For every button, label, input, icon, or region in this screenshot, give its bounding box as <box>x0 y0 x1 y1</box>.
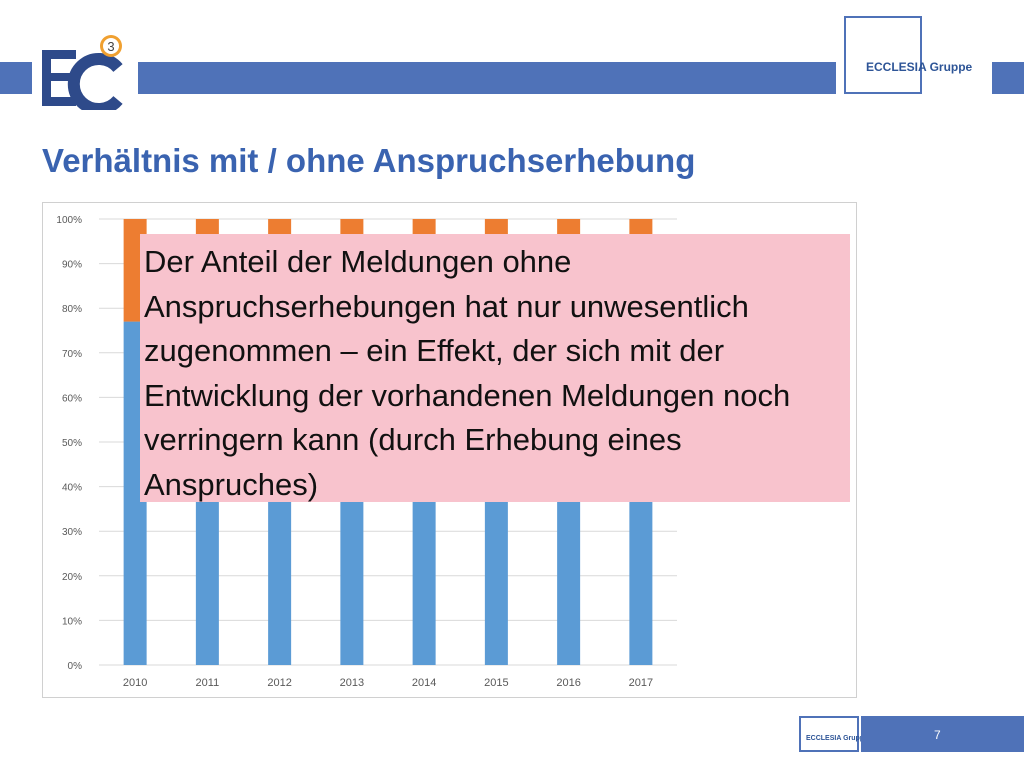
y-tick-label: 90% <box>62 260 82 271</box>
y-tick-label: 0% <box>68 661 83 672</box>
page-number: 7 <box>934 728 941 742</box>
y-tick-label: 70% <box>62 349 82 360</box>
x-tick-label: 2015 <box>484 677 508 689</box>
slide-title: Verhältnis mit / ohne Anspruchserhebung <box>42 142 696 179</box>
y-tick-label: 60% <box>62 393 82 404</box>
logo-badge-number: 3 <box>107 39 114 54</box>
x-tick-label: 2010 <box>123 677 147 689</box>
y-tick-label: 30% <box>62 527 82 538</box>
bar-segment <box>195 219 219 237</box>
ec3-logo: 3 <box>42 35 123 110</box>
y-tick-label: 100% <box>56 215 82 226</box>
brand-name: ECCLESIA Gruppe <box>866 60 973 74</box>
y-tick-label: 20% <box>62 572 82 583</box>
bar-segment <box>629 219 653 237</box>
x-tick-label: 2017 <box>629 677 653 689</box>
x-tick-label: 2011 <box>196 677 220 689</box>
header-band-left <box>0 62 32 94</box>
x-tick-label: 2012 <box>267 677 291 689</box>
y-tick-label: 10% <box>62 616 82 627</box>
bar-segment <box>484 219 508 237</box>
bar-segment <box>557 219 581 237</box>
x-tick-label: 2013 <box>340 677 364 689</box>
x-tick-label: 2014 <box>412 677 436 689</box>
x-tick-label: 2016 <box>556 677 580 689</box>
bar-segment <box>340 219 364 237</box>
brand-logo-box <box>844 16 922 94</box>
y-tick-label: 80% <box>62 304 82 315</box>
header-band <box>138 62 836 94</box>
y-tick-label: 40% <box>62 483 82 494</box>
footer-brand-box <box>799 716 859 752</box>
bar-segment <box>268 219 292 237</box>
callout-box: Der Anteil der Meldungen ohne Anspruchse… <box>140 234 850 502</box>
header-band-right <box>992 62 1024 94</box>
footer-bar <box>861 716 1024 752</box>
y-tick-label: 50% <box>62 438 82 449</box>
footer-brand-name: ECCLESIA Gruppe <box>806 735 868 742</box>
bar-segment <box>412 219 436 237</box>
